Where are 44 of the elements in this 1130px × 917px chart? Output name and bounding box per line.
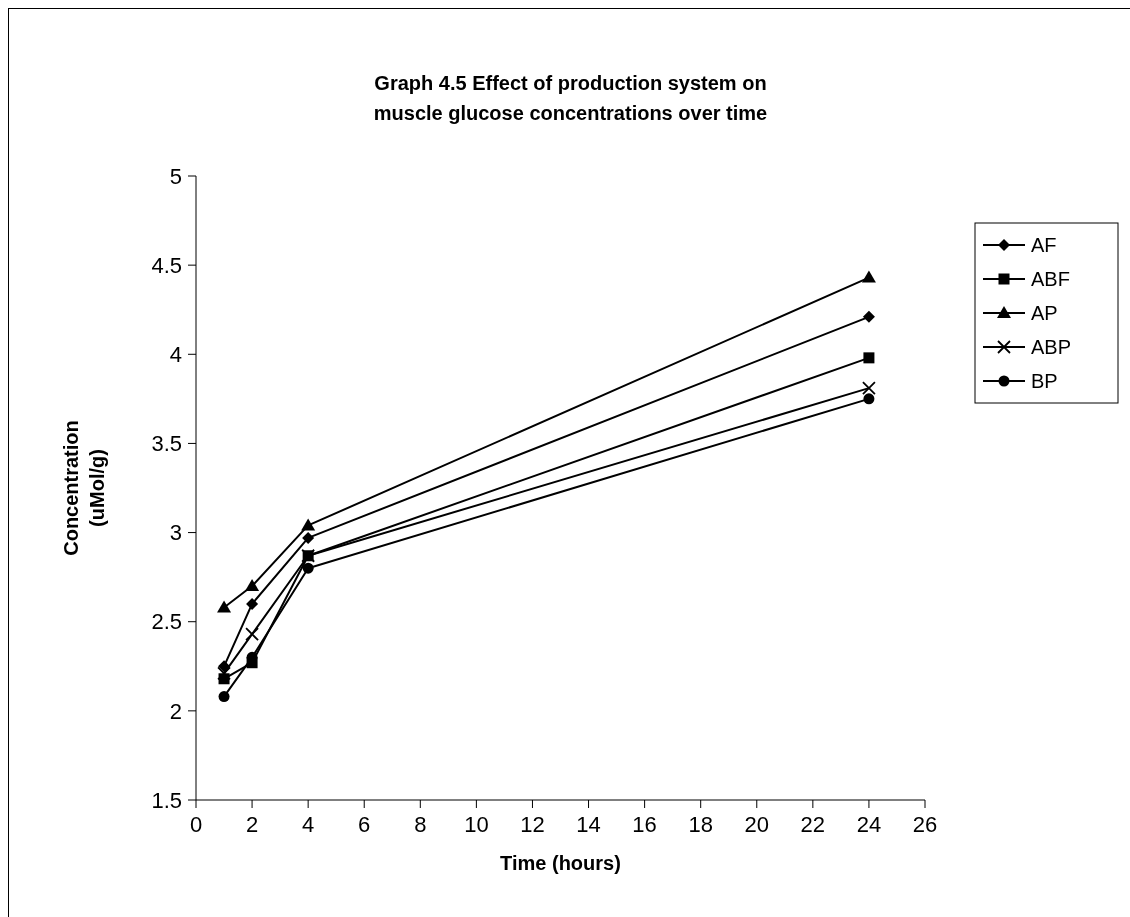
x-tick-label: 26 (912, 812, 938, 837)
x-axis-title: Time (hours) (500, 852, 621, 874)
legend-label: BP (1031, 370, 1058, 392)
point (302, 531, 315, 544)
x-tick-label: 20 (744, 812, 770, 837)
point (863, 393, 875, 405)
legend-label: ABP (1031, 336, 1072, 358)
point (301, 518, 316, 531)
x-tick-label: 18 (688, 812, 713, 837)
y-axis-title: Concentration (uMol/g) (60, 420, 108, 556)
point (245, 627, 259, 642)
x-tick-label: 6 (358, 812, 371, 837)
point (862, 381, 876, 396)
x-tick-label: 14 (576, 812, 601, 837)
y-tick-label: 1.5 (151, 787, 182, 813)
y-tick-label: 4 (169, 341, 182, 367)
chart-title: Graph 4.5 Effect of production system on muscle glucose concentrations over time (373, 72, 768, 124)
point (217, 666, 231, 681)
x-tick-label: 16 (632, 812, 657, 837)
x-tick-label: 2 (245, 812, 259, 837)
x-tick-label: 10 (464, 812, 489, 837)
point (245, 579, 260, 592)
x-tick-label: 12 (520, 812, 545, 837)
legend-label: AP (1031, 302, 1058, 324)
point (863, 352, 875, 364)
point (218, 691, 230, 703)
x-tick-label: 22 (800, 812, 826, 837)
y-tick-label: 4.5 (151, 252, 182, 278)
point (862, 310, 875, 323)
y-tick-label: 3.5 (151, 431, 182, 457)
point (246, 597, 259, 610)
point (217, 600, 232, 613)
x-tick-label: 4 (302, 812, 315, 837)
y-tick-label: 5 (169, 163, 182, 189)
y-tick-label: 2.5 (151, 609, 182, 635)
legend-label: ABF (1031, 268, 1070, 290)
point (302, 562, 314, 574)
x-tick-label: 24 (856, 812, 882, 837)
y-tick-label: 2 (169, 698, 182, 724)
x-tick-label: 8 (414, 812, 427, 837)
point (861, 270, 876, 283)
x-tick-label: 0 (189, 812, 203, 837)
legend-label: AF (1031, 234, 1057, 256)
y-tick-label: 3 (169, 520, 182, 546)
